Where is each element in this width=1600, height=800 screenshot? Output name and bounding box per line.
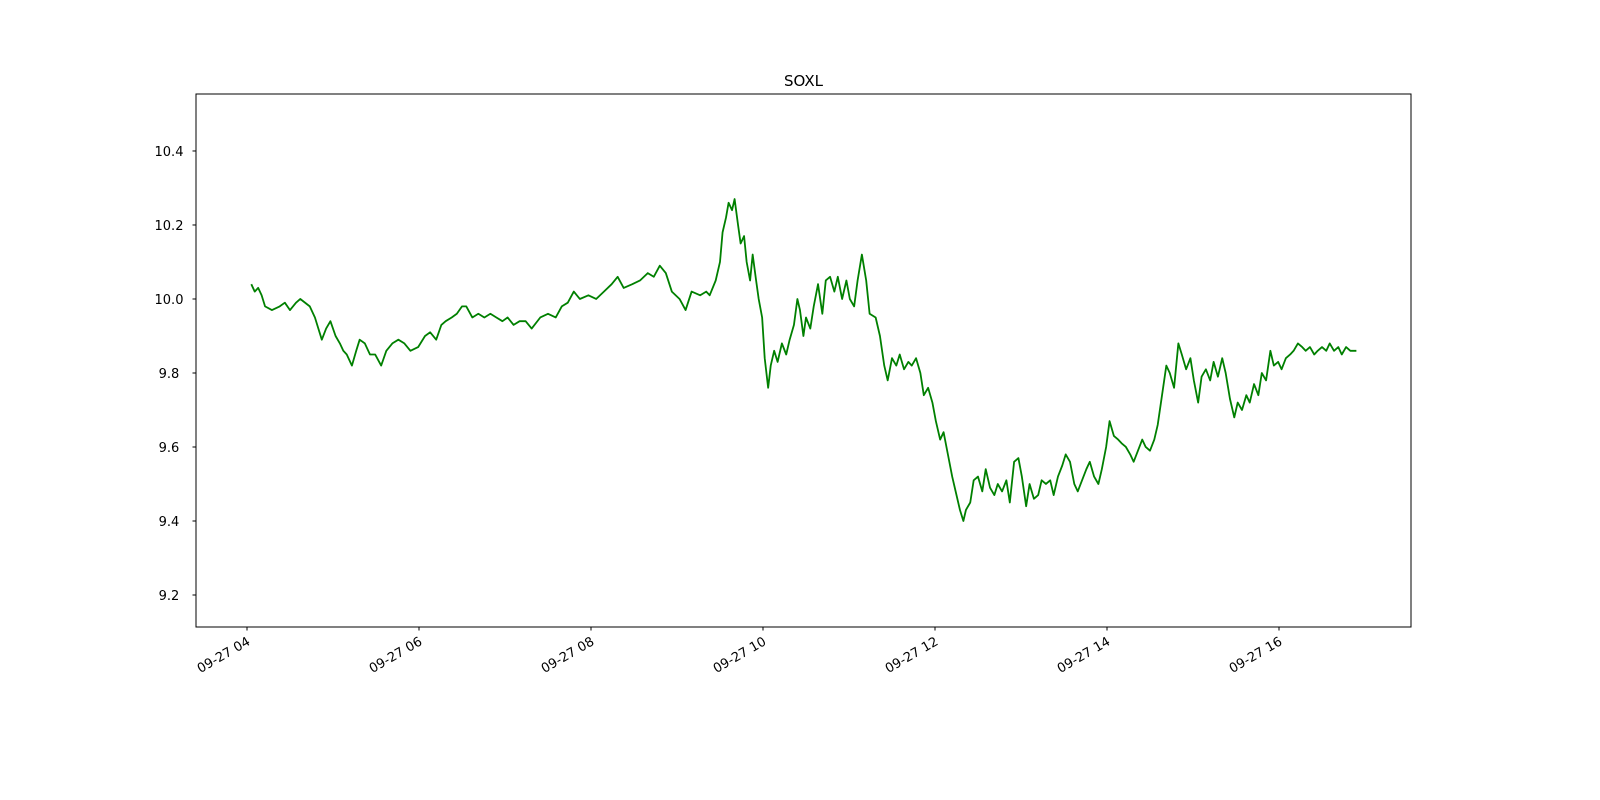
price-line — [250, 198, 1357, 522]
y-tick-label: 9.4 — [159, 515, 180, 530]
y-tick-label: 10.4 — [155, 145, 184, 160]
y-tick-label: 9.6 — [159, 441, 180, 456]
y-tick-label: 9.8 — [159, 367, 180, 382]
chart-title: SOXL — [784, 72, 824, 90]
y-tick-label: 9.2 — [159, 589, 180, 604]
y-tick-label: 10.0 — [155, 293, 184, 308]
y-tick-label: 10.2 — [155, 219, 184, 234]
axes-frame — [195, 93, 1412, 628]
